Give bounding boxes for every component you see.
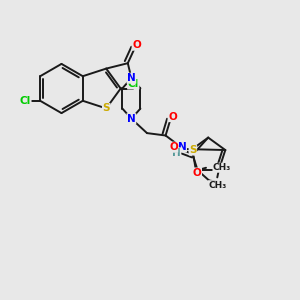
- Text: N: N: [127, 73, 136, 83]
- Text: Cl: Cl: [128, 79, 139, 89]
- Text: O: O: [169, 142, 178, 152]
- Text: CH₃: CH₃: [213, 163, 231, 172]
- Text: S: S: [189, 145, 196, 155]
- Text: CH₃: CH₃: [208, 181, 226, 190]
- Text: N: N: [178, 142, 187, 152]
- Text: Cl: Cl: [20, 96, 31, 106]
- Text: N: N: [127, 114, 136, 124]
- Text: O: O: [168, 112, 177, 122]
- Text: H: H: [172, 148, 181, 158]
- Text: S: S: [103, 103, 110, 113]
- Text: O: O: [193, 168, 202, 178]
- Text: O: O: [132, 40, 141, 50]
